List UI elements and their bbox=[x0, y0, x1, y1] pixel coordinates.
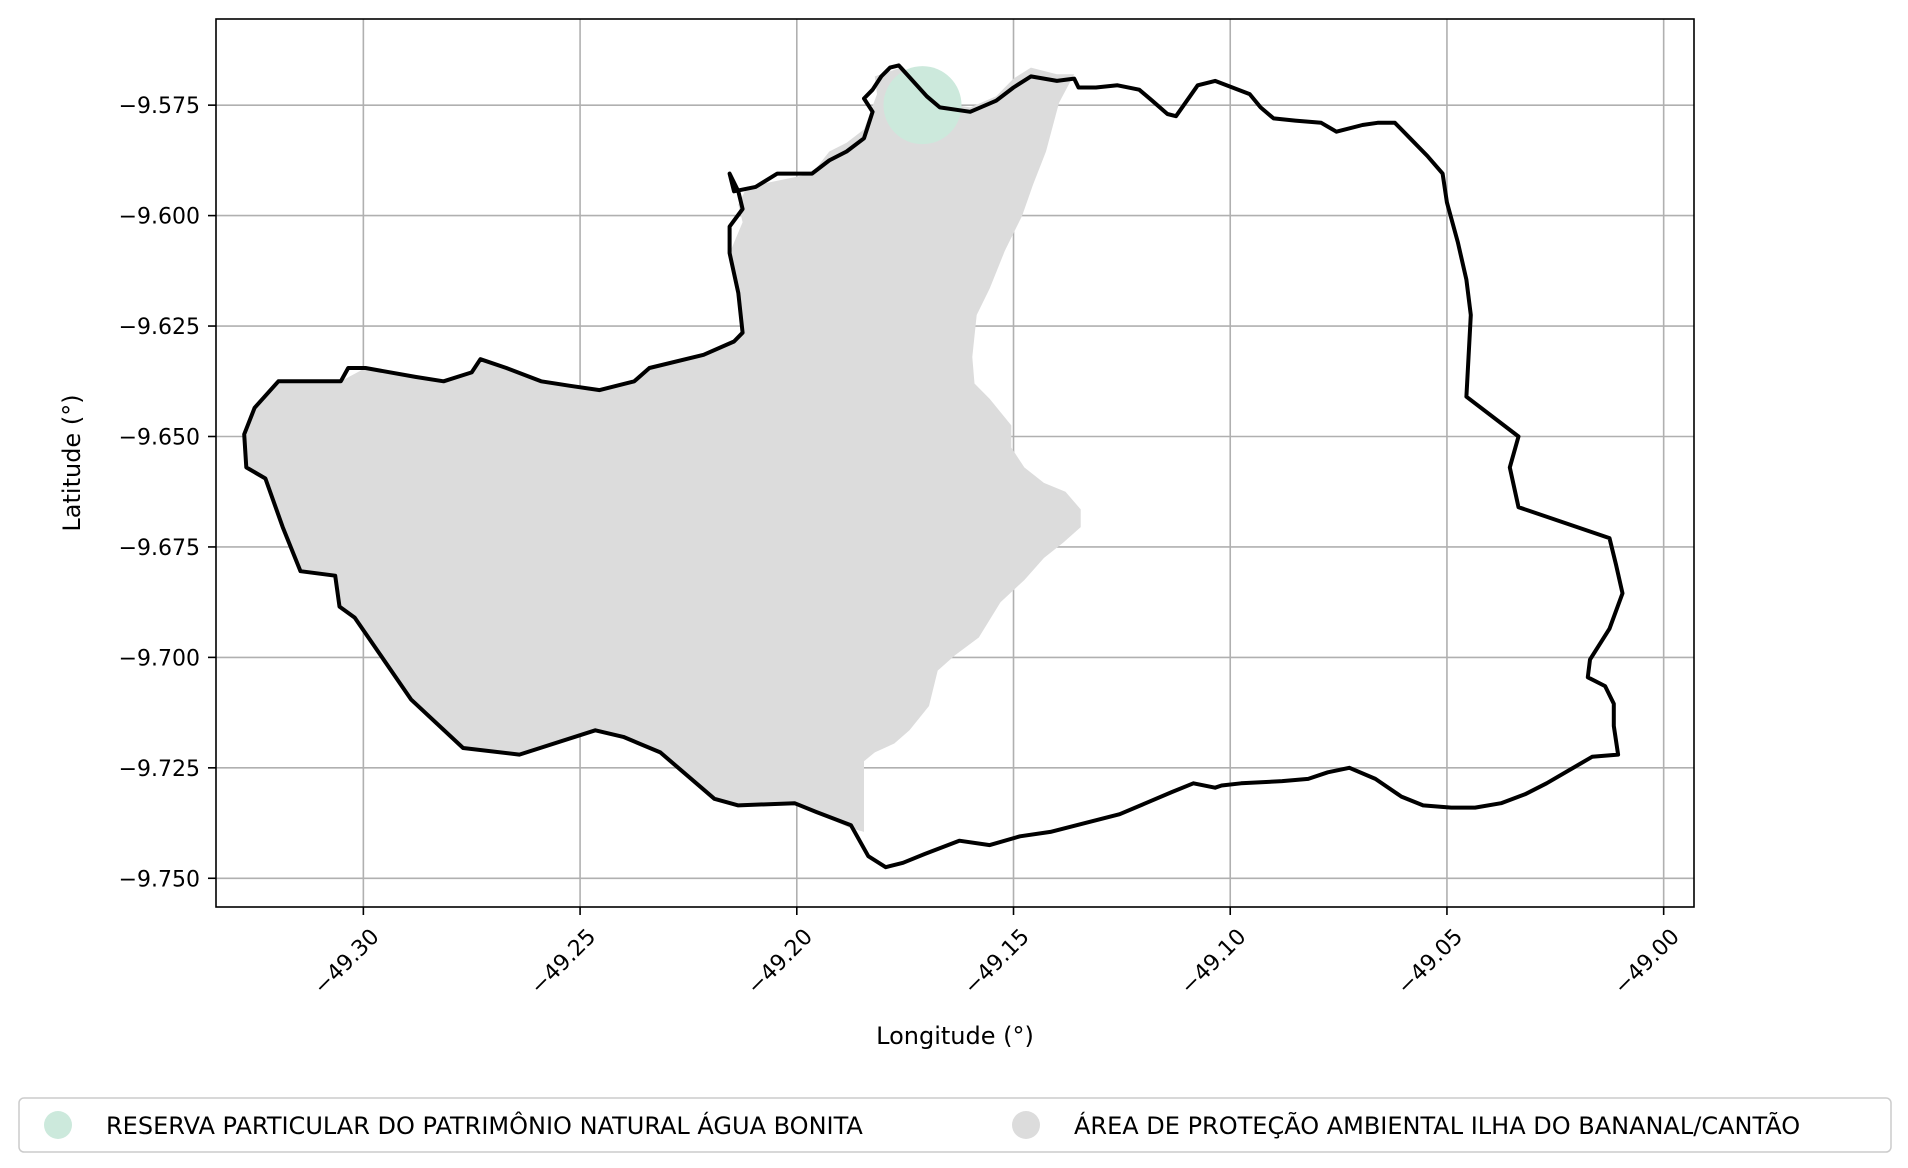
y-tick-label: −9.650 bbox=[119, 425, 200, 450]
legend: RESERVA PARTICULAR DO PATRIMÔNIO NATURAL… bbox=[18, 1097, 1892, 1153]
legend-label-apa: ÁREA DE PROTEÇÃO AMBIENTAL ILHA DO BANAN… bbox=[1074, 1110, 1800, 1140]
y-tick-label: −9.750 bbox=[119, 867, 200, 892]
legend-swatch-apa bbox=[1012, 1111, 1040, 1139]
y-axis-label: Latitude (°) bbox=[58, 394, 86, 531]
legend-frame bbox=[18, 1097, 1892, 1153]
map-layers bbox=[242, 63, 1625, 870]
y-tick-label: −9.625 bbox=[119, 315, 200, 340]
y-tick-label: −9.600 bbox=[119, 205, 200, 230]
rppn-agua-bonita-marker bbox=[883, 66, 962, 145]
x-axis-label: Longitude (°) bbox=[876, 1022, 1034, 1050]
y-tick-label: −9.700 bbox=[119, 646, 200, 671]
legend-swatch-rppn bbox=[44, 1111, 72, 1139]
plot-frame bbox=[215, 18, 1695, 908]
y-tick-label: −9.725 bbox=[119, 757, 200, 782]
apa-ilha-do-bananal-area bbox=[244, 67, 1081, 832]
municipality-boundary bbox=[242, 63, 1625, 870]
y-tick-label: −9.575 bbox=[119, 94, 200, 119]
y-tick-label: −9.675 bbox=[119, 536, 200, 561]
legend-label-rppn: RESERVA PARTICULAR DO PATRIMÔNIO NATURAL… bbox=[106, 1110, 863, 1140]
